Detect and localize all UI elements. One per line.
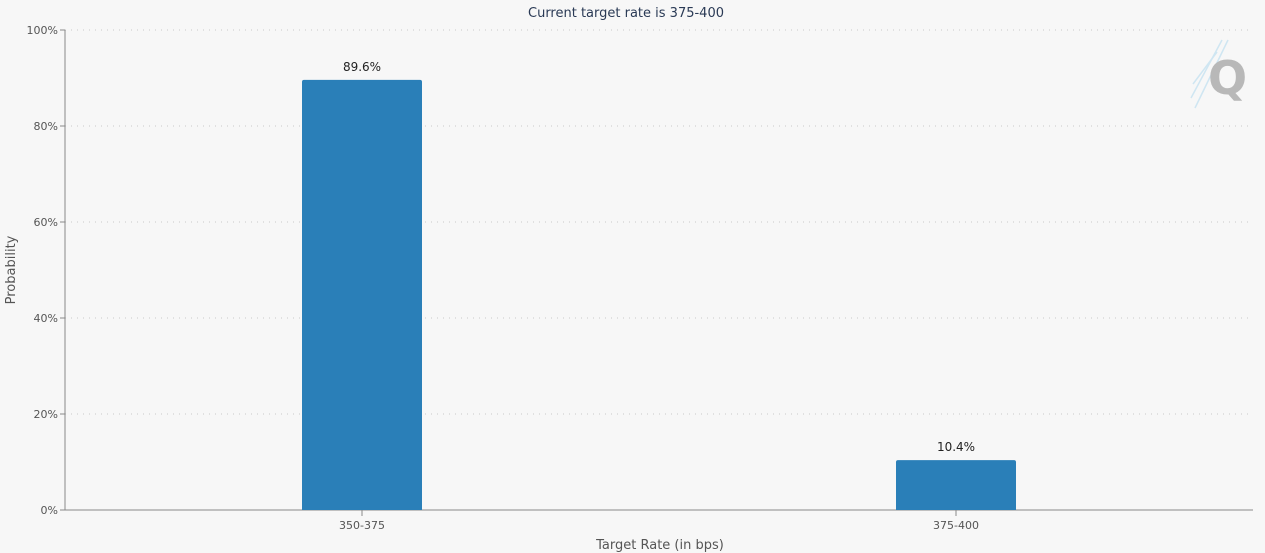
y-tick-label: 80%	[34, 120, 58, 133]
x-tick-label: 350-375	[339, 519, 385, 532]
y-tick-label: 100%	[27, 24, 58, 37]
bars: 89.6% 10.4%	[302, 60, 1016, 511]
x-tick-labels: 350-375 375-400	[339, 510, 979, 532]
y-tick-label: 0%	[41, 504, 58, 517]
grid-lines	[65, 29, 1253, 415]
y-tick-label: 60%	[34, 216, 58, 229]
x-axis-title: Target Rate (in bps)	[595, 538, 724, 553]
y-tick-label: 20%	[34, 408, 58, 421]
bar-350-375[interactable]	[302, 79, 422, 511]
data-label: 10.4%	[937, 440, 975, 454]
watermark-q: Q	[1208, 51, 1247, 105]
x-tick-label: 375-400	[933, 519, 979, 532]
y-tick-labels: 0% 20% 40% 60% 80% 100%	[27, 24, 65, 517]
y-axis-title: Probability	[4, 235, 19, 304]
watermark-logo: Q	[1190, 39, 1247, 109]
chart-title: Current target rate is 375-400	[528, 6, 724, 21]
bar-375-400[interactable]	[896, 460, 1016, 510]
y-tick-label: 40%	[34, 312, 58, 325]
data-label: 89.6%	[343, 60, 381, 74]
